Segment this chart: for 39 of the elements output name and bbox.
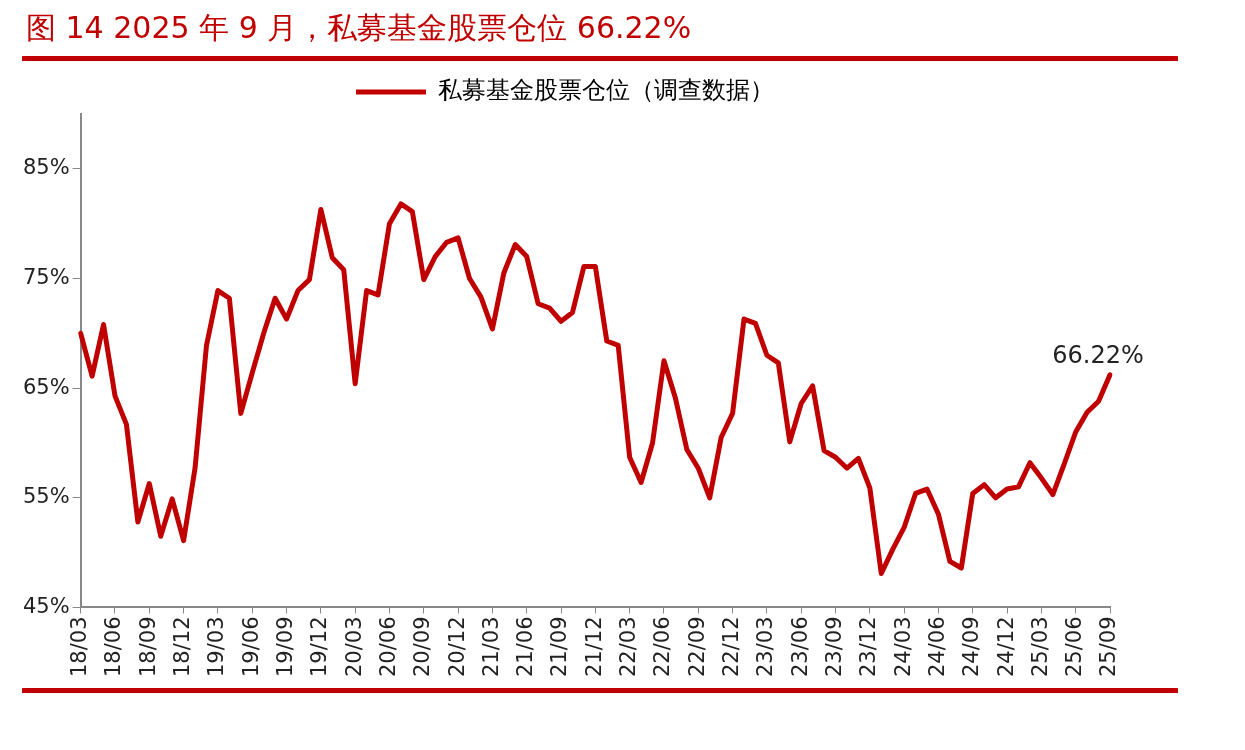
chart-title: 图 14 2025 年 9 月，私募基金股票仓位 66.22% — [26, 9, 692, 47]
x-tick-label: 25/06 — [1062, 616, 1087, 678]
x-tick-label: 23/06 — [787, 616, 812, 678]
x-tick-label: 20/12 — [444, 616, 469, 678]
x-tick-label: 24/09 — [959, 616, 984, 678]
x-tick-label: 18/06 — [101, 616, 126, 678]
x-tick-label: 18/03 — [67, 616, 92, 678]
y-tick-label: 85% — [22, 155, 70, 180]
x-tick-label: 18/12 — [170, 616, 195, 678]
x-tick-label: 23/09 — [821, 616, 846, 678]
x-tick-label: 25/09 — [1096, 616, 1121, 678]
x-tick-label: 22/06 — [650, 616, 675, 678]
x-tick-label: 21/03 — [478, 616, 503, 678]
x-tick-label: 22/12 — [719, 616, 744, 678]
x-tick-label: 21/12 — [581, 616, 606, 678]
x-tick-label: 22/03 — [616, 616, 641, 678]
x-tick-label: 23/12 — [856, 616, 881, 678]
x-tick-label: 21/06 — [513, 616, 538, 678]
x-tick-label: 19/03 — [204, 616, 229, 678]
x-tick-label: 18/09 — [135, 616, 160, 678]
x-tick-label: 24/12 — [993, 616, 1018, 678]
x-tick-label: 21/09 — [547, 616, 572, 678]
x-tick-label: 23/03 — [753, 616, 778, 678]
x-tick-label: 19/12 — [307, 616, 332, 678]
x-tick-label: 19/06 — [238, 616, 263, 678]
x-tick-label: 24/06 — [924, 616, 949, 678]
x-tick-label: 20/09 — [410, 616, 435, 678]
legend-label: 私募基金股票仓位（调查数据） — [438, 76, 774, 105]
x-tick-label: 25/03 — [1027, 616, 1052, 678]
y-tick-label: 55% — [22, 484, 70, 509]
x-tick-label: 24/03 — [890, 616, 915, 678]
x-tick-label: 19/09 — [272, 616, 297, 678]
y-tick-label: 75% — [22, 264, 70, 289]
x-tick-label: 20/06 — [375, 616, 400, 678]
data-label: 66.22% — [1052, 341, 1144, 370]
x-tick-label: 22/09 — [684, 616, 709, 678]
x-tick-label: 20/03 — [341, 616, 366, 678]
y-tick-label: 65% — [22, 374, 70, 399]
y-tick-label: 45% — [22, 593, 70, 618]
